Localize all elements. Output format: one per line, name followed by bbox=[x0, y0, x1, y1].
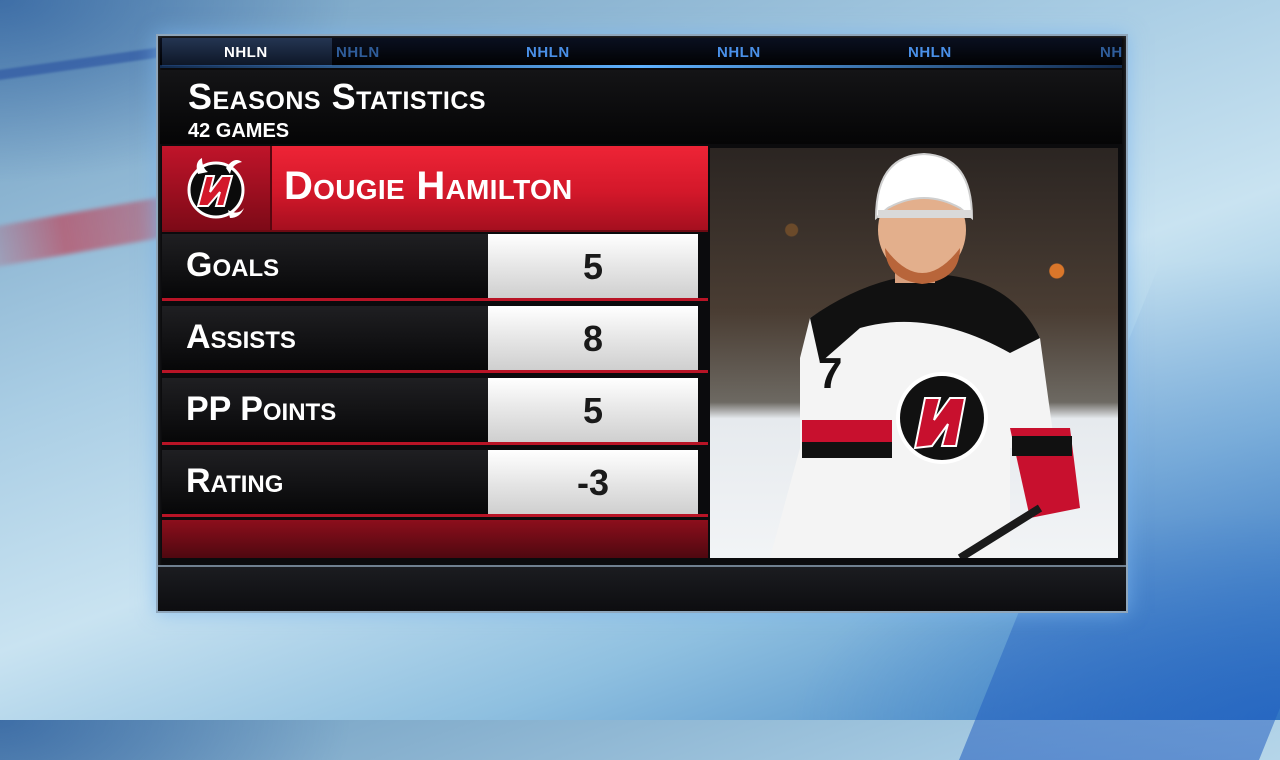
page-title: Seasons Statistics bbox=[188, 76, 487, 117]
network-ticker: NHLN NHLN NHLN NHLN NHLN NH bbox=[160, 38, 1122, 68]
games-count: 42 GAMES bbox=[188, 120, 290, 142]
ticker-item: NHLN bbox=[336, 44, 380, 61]
devils-logo-icon bbox=[187, 158, 245, 219]
stat-row-rating: Rating -3 bbox=[162, 450, 708, 517]
stat-value: 5 bbox=[488, 234, 698, 298]
stat-label: Rating bbox=[162, 450, 488, 514]
stat-value: 5 bbox=[488, 378, 698, 442]
panel-footer bbox=[158, 565, 1126, 611]
player-name: Dougie Hamilton bbox=[284, 164, 573, 208]
stat-row-pp-points: PP Points 5 bbox=[162, 378, 708, 445]
team-logo bbox=[162, 146, 272, 230]
stats-graphic-panel: NHLN NHLN NHLN NHLN NHLN NH Seasons Stat… bbox=[156, 34, 1128, 613]
ticker-active-cell bbox=[162, 38, 332, 66]
ticker-item: NHLN bbox=[717, 44, 761, 61]
jersey-number: 7 bbox=[818, 349, 842, 398]
stat-row-goals: Goals 5 bbox=[162, 234, 708, 301]
stat-label: Assists bbox=[162, 306, 488, 370]
ticker-item: NHLN bbox=[908, 44, 952, 61]
hockey-player-illustration: 7 bbox=[770, 152, 1080, 558]
ticker-glow bbox=[160, 65, 1122, 68]
stat-label: PP Points bbox=[162, 378, 488, 442]
ticker-item: NHLN bbox=[224, 44, 268, 61]
ticker-item: NHLN bbox=[526, 44, 570, 61]
title-bar: Seasons Statistics 42 GAMES bbox=[160, 70, 1122, 144]
stats-footer-bar bbox=[162, 520, 708, 558]
stat-label: Goals bbox=[162, 234, 488, 298]
player-header: Dougie Hamilton bbox=[162, 146, 708, 232]
stat-row-assists: Assists 8 bbox=[162, 306, 708, 373]
player-photo: 7 bbox=[710, 148, 1118, 558]
stat-value: -3 bbox=[488, 450, 698, 514]
stat-value: 8 bbox=[488, 306, 698, 370]
ice-blue-line bbox=[0, 44, 180, 86]
ticker-item: NH bbox=[1100, 44, 1122, 61]
